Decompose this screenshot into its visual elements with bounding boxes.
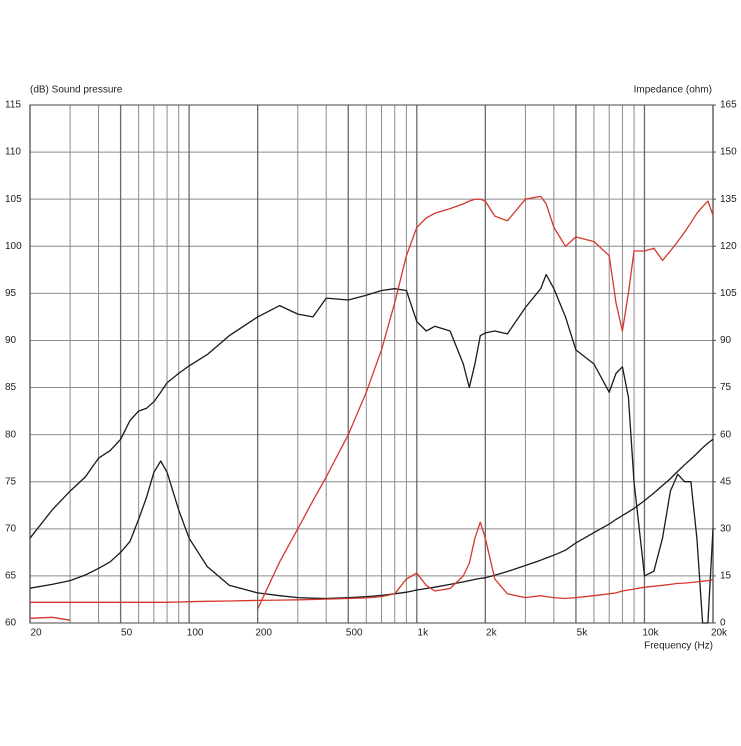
y-tick-label: 100 (5, 241, 22, 252)
y-tick-label: 105 (5, 194, 22, 205)
y2-tick-label: 120 (720, 241, 737, 252)
x-tick-label: 50 (121, 628, 133, 639)
y2-tick-label: 30 (720, 523, 732, 534)
line-series (257, 195, 714, 610)
y2-tick-label: 75 (720, 382, 732, 393)
y-tick-label: 115 (5, 100, 21, 111)
y-tick-label: 80 (5, 429, 17, 440)
y2-tick-label: 165 (720, 100, 737, 111)
x-tick-label: 20k (711, 628, 728, 639)
y-tick-label: 95 (5, 288, 17, 299)
x-tick-label: 100 (187, 628, 204, 639)
x-tick-label: 1k (418, 628, 430, 639)
y2-tick-label: 105 (720, 288, 737, 299)
y-tick-label: 90 (5, 335, 17, 346)
y-tick-label: 85 (5, 382, 17, 393)
y2-tick-label: 90 (720, 335, 732, 346)
y2-tick-label: 135 (720, 194, 737, 205)
y2-tick-label: 0 (720, 618, 726, 629)
x-tick-label: 10k (642, 628, 659, 639)
plot-border (29, 104, 714, 624)
line-series (30, 521, 714, 603)
y2-tick-label: 150 (720, 147, 737, 158)
x-tick-label: 20 (30, 628, 42, 639)
x-axis-label: Frequency (Hz) (644, 641, 713, 652)
y-axis-label: (dB) Sound pressure (30, 85, 123, 96)
y-tick-label: 65 (5, 571, 17, 582)
y2-tick-label: 45 (720, 476, 732, 487)
y2-tick-label: 60 (720, 429, 732, 440)
line-series (29, 438, 714, 600)
x-tick-label: 2k (486, 628, 498, 639)
line-series (29, 273, 714, 624)
y-tick-label: 110 (5, 147, 21, 158)
y-tick-label: 60 (5, 618, 17, 629)
x-tick-label: 5k (577, 628, 589, 639)
y-tick-label: 75 (5, 476, 17, 487)
x-tick-label: 500 (346, 628, 363, 639)
y2-tick-label: 15 (720, 571, 732, 582)
y-tick-label: 70 (5, 523, 17, 534)
line-series (29, 616, 71, 621)
x-tick-label: 200 (255, 628, 272, 639)
y2-axis-label: Impedance (ohm) (634, 85, 712, 96)
